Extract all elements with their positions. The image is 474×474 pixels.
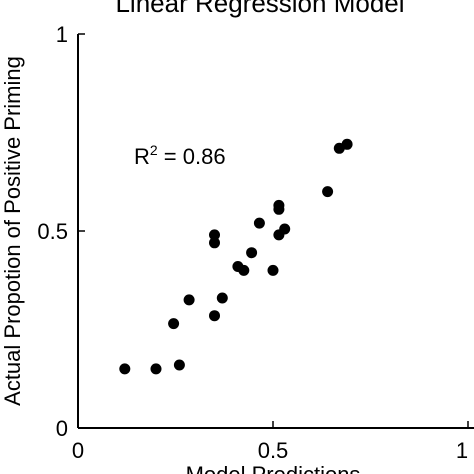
x-tick-label-0: 0: [72, 438, 84, 463]
chart-title: Linear Regression Model: [115, 0, 404, 18]
data-point-3: [168, 318, 180, 330]
data-point-9: [209, 229, 220, 241]
data-point-7: [216, 292, 228, 304]
y-tick-label-1: 1: [56, 22, 68, 47]
data-point-12: [246, 247, 258, 259]
data-point-2: [150, 363, 162, 375]
y-tick-label-0: 0: [56, 416, 68, 441]
data-point-18: [273, 199, 285, 211]
data-point-21: [341, 138, 353, 150]
data-point-19: [322, 186, 334, 198]
data-point-16: [279, 223, 291, 235]
r-squared-superscript: 2: [150, 142, 158, 158]
y-axis-label: Actual Propotion of Positive Priming: [0, 56, 25, 406]
data-point-4: [173, 359, 185, 371]
data-point-11: [238, 264, 250, 276]
x-tick-label-0-5: 0.5: [258, 438, 289, 463]
data-point-14: [267, 264, 279, 276]
r-squared-base: R: [134, 144, 150, 169]
data-point-8: [209, 237, 220, 249]
data-points: [119, 138, 353, 375]
r-squared-annotation: R2 = 0.86: [134, 142, 226, 169]
r-squared-value: = 0.86: [158, 144, 226, 169]
data-point-5: [183, 294, 195, 306]
x-tick-label-1: 1: [456, 438, 468, 463]
data-point-13: [253, 217, 265, 229]
y-tick-label-0-5: 0.5: [37, 219, 68, 244]
data-point-6: [209, 310, 220, 322]
x-axis-label: Model Predictions: [186, 462, 361, 474]
data-point-1: [119, 363, 131, 375]
